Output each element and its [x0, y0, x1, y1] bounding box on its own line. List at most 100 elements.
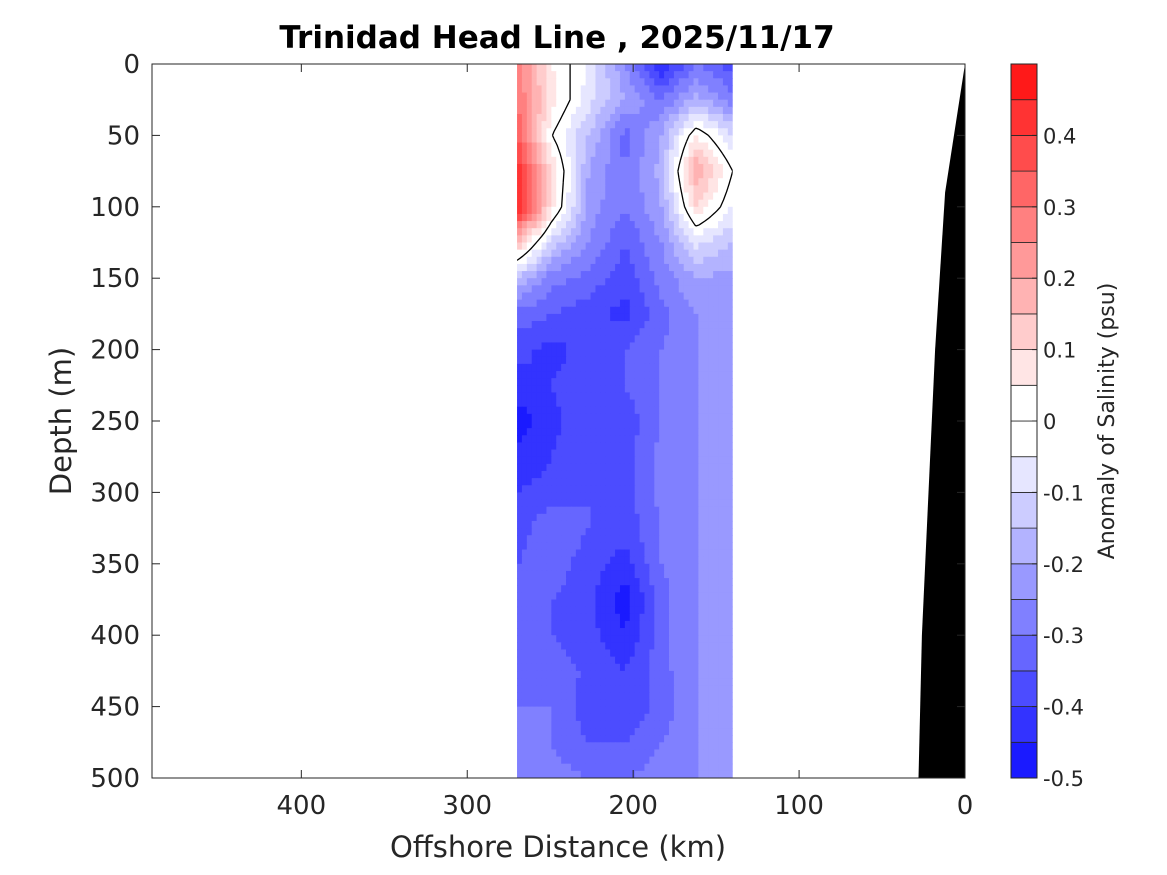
field-cell [521, 149, 528, 158]
field-cell [605, 328, 611, 336]
field-cell [722, 585, 729, 593]
colorbar-band [1010, 99, 1038, 136]
field-cell [610, 770, 616, 778]
field-cell [708, 78, 714, 87]
field-cell [531, 106, 538, 115]
field-cell [629, 185, 636, 194]
field-cell [546, 263, 552, 272]
field-cell [688, 585, 695, 593]
field-cell [678, 392, 685, 401]
field-cell [673, 64, 680, 72]
field-cell [649, 342, 655, 351]
field-cell [664, 378, 670, 386]
field-cell [698, 470, 704, 479]
field-cell [600, 263, 606, 272]
field-cell [605, 742, 611, 751]
field-cell [713, 335, 719, 344]
field-cell [595, 720, 601, 729]
field-cell [595, 670, 601, 679]
field-cell [595, 520, 601, 529]
field-cell [698, 756, 704, 765]
field-cell [590, 213, 597, 222]
field-cell [644, 142, 650, 151]
field-cell [713, 221, 719, 229]
field-cell [556, 470, 562, 479]
field-cell [693, 549, 699, 558]
field-cell [551, 720, 557, 729]
field-cell [678, 663, 685, 672]
field-cell [644, 413, 650, 422]
field-cell [698, 292, 704, 301]
field-cell [683, 570, 690, 579]
field-cell [546, 613, 552, 622]
field-cell [649, 499, 655, 508]
field-cell [668, 585, 675, 593]
field-cell [644, 149, 650, 158]
field-cell [605, 578, 611, 586]
field-cell [546, 756, 552, 765]
field-cell [580, 706, 587, 715]
field-cell [693, 135, 699, 144]
field-cell [664, 599, 670, 608]
field-cell [517, 470, 523, 479]
field-cell [600, 563, 606, 572]
field-cell [722, 213, 729, 222]
field-cell [551, 628, 557, 636]
field-cell [585, 763, 592, 772]
field-cell [644, 178, 650, 186]
field-cell [561, 99, 567, 108]
field-cell [619, 64, 626, 72]
field-cell [600, 692, 606, 701]
field-cell [556, 506, 562, 515]
field-cell [521, 306, 528, 315]
field-cell [683, 385, 690, 394]
field-cell [629, 599, 636, 608]
field-cell [561, 428, 567, 436]
field-cell [688, 485, 695, 493]
field-cell [610, 692, 616, 701]
field-cell [713, 563, 719, 572]
field-cell [575, 670, 582, 679]
field-cell [688, 71, 695, 79]
field-cell [678, 171, 685, 179]
field-cell [610, 470, 616, 479]
field-cell [639, 435, 646, 444]
field-cell [678, 121, 685, 129]
field-cell [570, 470, 577, 479]
field-cell [659, 413, 665, 422]
field-cell [693, 770, 699, 778]
field-cell [605, 135, 611, 144]
field-cell [722, 399, 729, 408]
field-cell [575, 99, 582, 108]
field-cell [727, 613, 733, 622]
field-cell [566, 306, 572, 315]
field-cell [536, 106, 543, 115]
field-cell [619, 106, 626, 115]
field-cell [541, 428, 548, 436]
field-cell [615, 606, 621, 615]
field-cell [664, 685, 670, 693]
field-cell [693, 513, 699, 522]
field-cell [610, 285, 616, 294]
field-cell [521, 92, 528, 101]
field-cell [688, 206, 695, 215]
field-cell [659, 656, 665, 665]
field-cell [526, 749, 533, 758]
field-cell [713, 178, 719, 186]
field-cell [526, 371, 533, 379]
field-cell [517, 149, 523, 158]
field-cell [531, 199, 538, 208]
field-cell [595, 235, 601, 244]
field-cell [639, 242, 646, 251]
field-cell [698, 442, 704, 451]
field-cell [664, 663, 670, 672]
field-cell [722, 706, 729, 715]
field-cell [610, 363, 616, 372]
field-cell [541, 313, 548, 322]
field-cell [536, 142, 543, 151]
field-cell [600, 720, 606, 729]
field-cell [575, 513, 582, 522]
field-cell [521, 221, 528, 229]
field-cell [566, 435, 572, 444]
